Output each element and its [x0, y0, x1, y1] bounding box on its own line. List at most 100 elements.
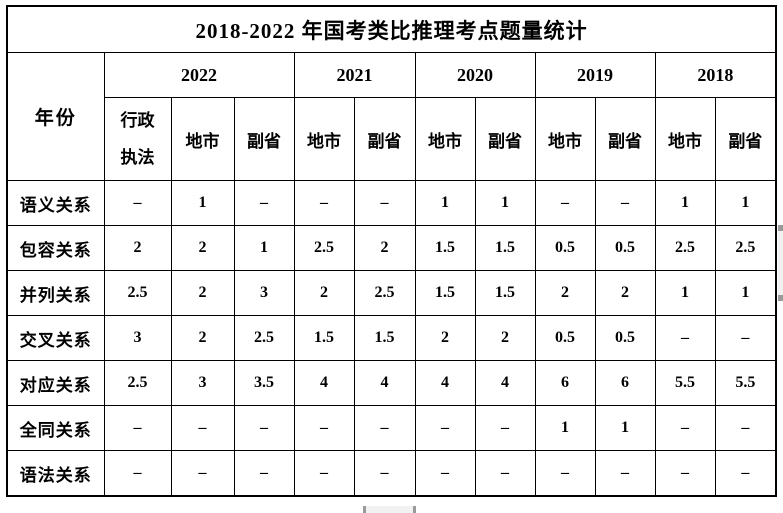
row-label: 并列关系 [6, 270, 105, 316]
data-cell: 5.5 [714, 360, 777, 406]
data-cell: 3.5 [233, 360, 295, 406]
year-header-2021: 2021 [293, 52, 416, 98]
data-cell: 1.5 [353, 315, 416, 361]
data-cell: 4 [293, 360, 355, 406]
data-cell: – [103, 405, 172, 451]
data-cell: – [594, 180, 656, 226]
data-cell: 2.5 [654, 225, 716, 271]
data-cell: 2 [353, 225, 416, 271]
data-cell: – [293, 450, 355, 497]
data-cell: – [714, 315, 777, 361]
data-cell: – [353, 450, 416, 497]
data-cell: 1 [654, 270, 716, 316]
data-cell: 0.5 [594, 315, 656, 361]
table-row-correspondence: 对应关系 2.5 3 3.5 4 4 4 4 6 6 5.5 5.5 [6, 360, 777, 406]
data-cell: – [103, 450, 172, 497]
table-row-identical: 全同关系 – – – – – – – 1 1 – – [6, 405, 777, 451]
data-cell: 4 [414, 360, 476, 406]
data-cell: 2 [170, 315, 235, 361]
subheader-prefecture: 地市 [654, 97, 716, 181]
data-cell: 6 [534, 360, 596, 406]
row-label: 语法关系 [6, 450, 105, 497]
exam-statistics-table: 2018-2022 年国考类比推理考点题量统计 年份 2022 2021 202… [6, 5, 778, 497]
subheader-prefecture: 地市 [170, 97, 235, 181]
year-header-2018: 2018 [654, 52, 777, 98]
row-label: 对应关系 [6, 360, 105, 406]
data-cell: – [353, 405, 416, 451]
data-cell: 2 [474, 315, 536, 361]
data-cell: – [293, 405, 355, 451]
row-label: 包容关系 [6, 225, 105, 271]
data-cell: 6 [594, 360, 656, 406]
data-cell: 2 [594, 270, 656, 316]
data-cell: 2 [414, 315, 476, 361]
data-cell: – [233, 450, 295, 497]
year-header-2022: 2022 [103, 52, 295, 98]
data-cell: 3 [233, 270, 295, 316]
data-cell: 1.5 [293, 315, 355, 361]
data-cell: 1 [414, 180, 476, 226]
table-title: 2018-2022 年国考类比推理考点题量统计 [6, 5, 777, 53]
corner-header-year: 年份 [6, 52, 105, 181]
data-cell: – [654, 450, 716, 497]
data-cell: 1 [594, 405, 656, 451]
data-cell: – [474, 405, 536, 451]
data-cell: 2.5 [353, 270, 416, 316]
data-cell: 1 [714, 180, 777, 226]
subheader-row: 行政执法 地市 副省 地市 副省 地市 副省 地市 副省 地市 副省 [7, 97, 777, 181]
data-cell: – [414, 450, 476, 497]
subheader-admin-law: 行政执法 [103, 97, 172, 181]
table-row-parallel: 并列关系 2.5 2 3 2 2.5 1.5 1.5 2 2 1 1 [6, 270, 777, 316]
data-cell: 2 [170, 225, 235, 271]
data-cell: – [474, 450, 536, 497]
data-cell: 1.5 [414, 225, 476, 271]
data-cell: 1 [534, 405, 596, 451]
data-cell: 2 [103, 225, 172, 271]
data-cell: – [233, 405, 295, 451]
data-cell: – [293, 180, 355, 226]
data-cell: 1 [233, 225, 295, 271]
data-cell: 4 [353, 360, 416, 406]
data-cell: – [414, 405, 476, 451]
data-cell: 1 [714, 270, 777, 316]
data-cell: 4 [474, 360, 536, 406]
table-row-grammar: 语法关系 – – – – – – – – – – – [6, 450, 777, 497]
data-cell: – [534, 450, 596, 497]
year-header-row: 年份 2022 2021 2020 2019 2018 [6, 52, 777, 181]
data-cell: 0.5 [534, 225, 596, 271]
year-header-2019: 2019 [534, 52, 656, 98]
vertical-scrollbar-thumb[interactable] [778, 225, 783, 301]
data-cell: – [714, 450, 777, 497]
data-cell: 2.5 [233, 315, 295, 361]
data-cell: – [353, 180, 416, 226]
data-cell: – [654, 315, 716, 361]
row-label: 交叉关系 [6, 315, 105, 361]
data-cell: 2 [534, 270, 596, 316]
data-cell: 2.5 [293, 225, 355, 271]
data-cell: 1.5 [414, 270, 476, 316]
data-cell: 1 [170, 180, 235, 226]
data-cell: 0.5 [594, 225, 656, 271]
data-cell: 2.5 [714, 225, 777, 271]
data-cell: – [654, 405, 716, 451]
year-header-2020: 2020 [414, 52, 536, 98]
subheader-subprovince: 副省 [474, 97, 536, 181]
subheader-subprovince: 副省 [353, 97, 416, 181]
data-cell: 2.5 [103, 360, 172, 406]
data-cell: 2 [170, 270, 235, 316]
title-row: 2018-2022 年国考类比推理考点题量统计 [6, 5, 777, 53]
data-cell: – [714, 405, 777, 451]
data-cell: 5.5 [654, 360, 716, 406]
data-cell: 3 [170, 360, 235, 406]
subheader-label: 行政执法 [120, 110, 155, 167]
subheader-prefecture: 地市 [534, 97, 596, 181]
horizontal-scrollbar-thumb[interactable] [363, 506, 416, 513]
data-cell: – [170, 405, 235, 451]
data-cell: 1 [654, 180, 716, 226]
data-cell: – [594, 450, 656, 497]
subheader-prefecture: 地市 [293, 97, 355, 181]
data-cell: 2 [293, 270, 355, 316]
data-cell: 1.5 [474, 270, 536, 316]
row-label: 全同关系 [6, 405, 105, 451]
